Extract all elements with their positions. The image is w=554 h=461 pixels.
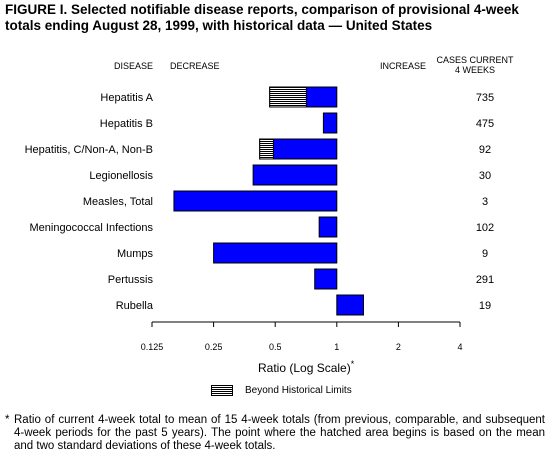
bar: [213, 242, 338, 264]
x-axis-label-mark: *: [350, 359, 355, 369]
cases-value: 92: [479, 144, 491, 156]
legend-hatch-swatch: [211, 385, 233, 396]
bar: [173, 190, 338, 212]
cases-value: 3: [482, 196, 488, 208]
category-label: Hepatitis, C/Non-A, Non-B: [25, 144, 153, 156]
x-tick-label: 0.25: [205, 342, 223, 352]
bar: [336, 294, 364, 316]
cases-header-line2: 4 WEEKS: [454, 65, 495, 75]
hatched-segment: [269, 86, 307, 108]
x-tick-label: 4: [457, 342, 462, 352]
x-axis-label: Ratio (Log Scale): [258, 361, 351, 375]
cases-value: 735: [476, 92, 494, 104]
cases-value: 30: [479, 170, 491, 182]
cases-value: 102: [476, 222, 494, 234]
category-label: Mumps: [117, 248, 154, 260]
bars-layer: [173, 86, 364, 316]
x-axis-title: Ratio (Log Scale)*: [258, 359, 354, 375]
footnote: * Ratio of current 4-week total to mean …: [5, 414, 545, 453]
cases-value: 291: [476, 274, 494, 286]
x-axis: 0.125 0.25 0.5 1 2 4: [141, 321, 463, 352]
hatched-segment: [259, 138, 274, 160]
category-labels: Hepatitis A Hepatitis B Hepatitis, C/Non-A…: [25, 92, 154, 312]
footnote-text: Ratio of current 4-week total to mean of…: [14, 414, 545, 452]
category-label: Meningococcal Infections: [29, 222, 153, 234]
cases-value: 475: [476, 118, 494, 130]
bar: [314, 268, 338, 290]
bar: [322, 112, 338, 134]
decrease-header: DECREASE: [170, 61, 220, 71]
footnote-mark: *: [5, 414, 10, 426]
cases-header-line1: CASES CURRENT: [436, 55, 514, 65]
category-label: Legionellosis: [89, 170, 153, 182]
cases-column-header: CASES CURRENT 4 WEEKS: [430, 55, 520, 75]
disease-column-header: DISEASE: [114, 61, 154, 71]
category-label: Pertussis: [108, 274, 154, 286]
increase-header: INCREASE: [380, 61, 427, 71]
category-label: Rubella: [116, 300, 154, 312]
category-label: Hepatitis A: [100, 92, 153, 104]
cases-value: 9: [482, 248, 488, 260]
chart-title: FIGURE I. Selected notifiable disease re…: [5, 2, 519, 33]
category-label: Hepatitis B: [100, 118, 153, 130]
x-tick-label: 2: [396, 342, 401, 352]
legend-label: Beyond Historical Limits: [245, 385, 352, 396]
cases-values: 735 475 92 30 3 102 9 291 19: [476, 92, 494, 312]
x-tick-label: 0.125: [141, 342, 164, 352]
category-label: Measles, Total: [83, 196, 153, 208]
x-tick-label: 1: [334, 342, 339, 352]
cases-value: 19: [479, 300, 491, 312]
bar: [318, 216, 338, 238]
x-tick-label: 0.5: [269, 342, 282, 352]
bar: [252, 164, 338, 186]
